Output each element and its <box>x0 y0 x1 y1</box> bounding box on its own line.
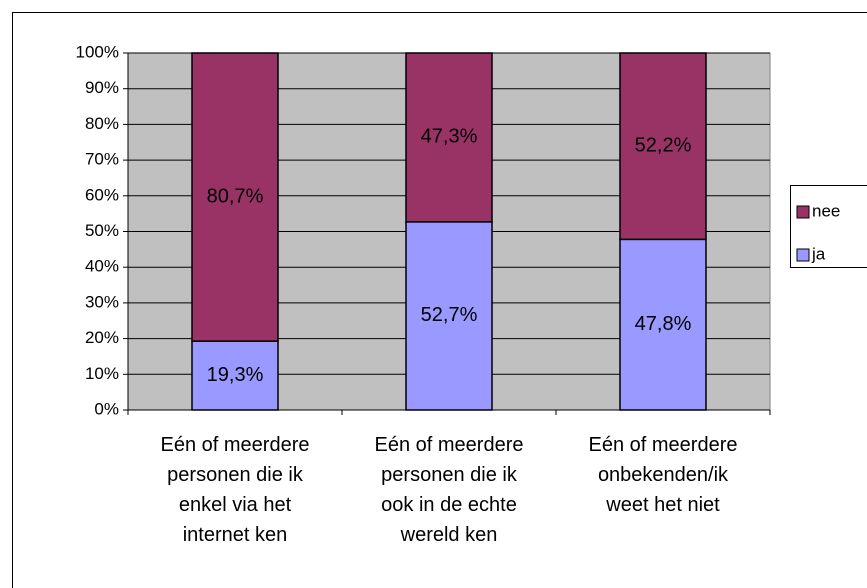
data-label: 47,3% <box>421 126 478 148</box>
bar-segment <box>191 52 279 342</box>
y-tick-label: 20% <box>85 328 119 347</box>
y-tick-label: 60% <box>85 185 119 204</box>
y-tick-label: 100% <box>76 42 119 61</box>
x-tick-label: Eén of meerdere personen die ik enkel vi… <box>160 434 310 546</box>
y-tick-label: 50% <box>85 221 119 240</box>
x-tick-label: Eén of meerdere onbekenden/ik weet het n… <box>588 434 738 516</box>
y-tick-label: 0% <box>94 399 119 418</box>
data-label: 52,2% <box>635 134 692 156</box>
x-tick-label: Eén of meerdere personen die ik ook in d… <box>374 434 524 546</box>
legend-swatch <box>796 205 810 219</box>
y-tick-label: 90% <box>85 78 119 97</box>
data-label: 19,3% <box>207 364 264 386</box>
y-tick-label: 80% <box>85 114 119 133</box>
y-tick-label: 10% <box>85 364 119 383</box>
data-label: 52,7% <box>421 304 478 326</box>
y-tick-label: 70% <box>85 150 119 169</box>
bar-segment <box>405 52 493 223</box>
y-tick-label: 30% <box>85 292 119 311</box>
bar-segment <box>191 340 279 411</box>
bar-segment <box>619 52 707 241</box>
legend-swatch <box>796 248 810 262</box>
y-tick-label: 40% <box>85 257 119 276</box>
bar-segment <box>619 238 707 411</box>
data-label: 80,7% <box>207 185 264 207</box>
legend-label: nee <box>812 201 840 220</box>
legend-label: ja <box>811 244 826 263</box>
data-label: 47,8% <box>635 313 692 335</box>
